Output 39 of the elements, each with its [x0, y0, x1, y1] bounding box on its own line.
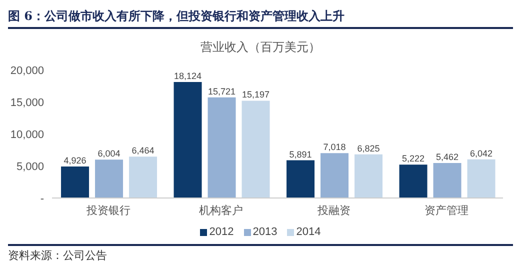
y-tick-label: 10,000: [10, 128, 44, 141]
x-tick-label: 机构客户: [199, 204, 244, 217]
chart-title: 图 6：公司做市收入有所下降，但投资银行和资产管理收入上升: [8, 8, 513, 29]
x-tick-label: 投融资: [316, 204, 350, 217]
bar: [95, 160, 124, 198]
legend-label: 2014: [295, 226, 321, 238]
bar: [467, 159, 496, 198]
text: 资料来源：公司公告: [8, 248, 108, 263]
y-tick-label: 5,000: [16, 160, 44, 173]
x-tick-label: 资产管理: [424, 204, 469, 217]
bar: [354, 154, 383, 198]
data-label: 7,018: [323, 142, 346, 152]
legend-label: 2012: [208, 226, 234, 238]
y-tick-label: -: [40, 192, 44, 205]
bar: [399, 164, 428, 198]
data-label: 5,222: [402, 154, 425, 164]
bar: [320, 153, 349, 198]
data-label: 6,464: [132, 146, 154, 156]
bar: [174, 82, 202, 198]
y-tick-label: 20,000: [10, 64, 44, 77]
data-label: 15,721: [208, 86, 236, 96]
legend-label: 2013: [252, 226, 278, 238]
bar: [208, 97, 236, 198]
bar: [61, 166, 90, 198]
bar: [242, 100, 270, 198]
y-tick-label: 15,000: [10, 96, 44, 109]
data-label: 4,926: [64, 155, 86, 166]
data-label: 15,197: [242, 90, 270, 100]
data-label: 6,825: [357, 143, 380, 154]
data-label: 6,004: [98, 148, 120, 159]
bar: [433, 163, 462, 198]
x-tick-label: 投资银行: [85, 204, 130, 217]
chart-subtitle: 营业收入（百万美元）: [200, 39, 322, 56]
data-label: 18,124: [174, 71, 202, 82]
data-label: 5,462: [436, 152, 459, 162]
data-label: 6,042: [470, 148, 493, 158]
bar: [286, 160, 315, 198]
data-label: 5,891: [289, 149, 312, 160]
bar: [129, 156, 158, 198]
